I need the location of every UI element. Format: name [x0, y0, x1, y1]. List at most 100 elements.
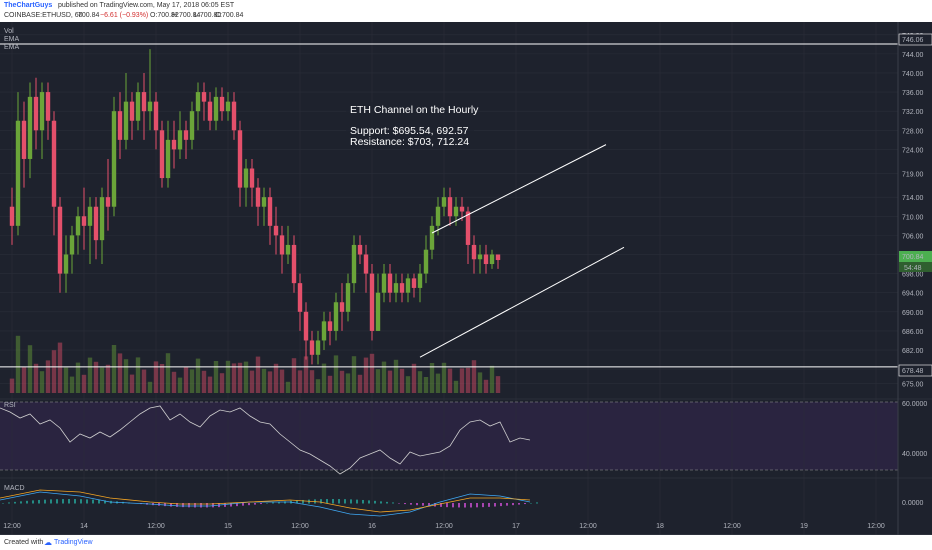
candle-body	[375, 292, 381, 331]
candle-body	[387, 273, 393, 293]
candle-body	[309, 340, 315, 355]
time-tick: 12:00	[723, 523, 741, 530]
candle-body	[135, 92, 141, 121]
volume-bar	[267, 371, 273, 393]
price-tick: 682.00	[902, 348, 924, 355]
volume-bar	[345, 373, 351, 393]
candle-body	[441, 197, 447, 207]
price-tick: 732.00	[902, 109, 924, 116]
macd-bar	[176, 503, 178, 507]
price-tick: 675.00	[902, 381, 924, 388]
author-name[interactable]: TheChartGuys	[4, 2, 53, 9]
macd-bar	[416, 503, 418, 506]
volume-bar	[303, 356, 309, 393]
candle-body	[237, 130, 243, 188]
candle-body	[177, 130, 183, 150]
volume-bar	[423, 377, 429, 393]
tradingview-brand[interactable]: TradingView	[54, 539, 93, 546]
support-price-label: 678.48	[902, 368, 924, 375]
macd-bar	[410, 503, 412, 505]
volume-bar	[249, 370, 255, 393]
macd-bar	[512, 503, 514, 506]
price-tick: 690.00	[902, 310, 924, 317]
time-tick: 18	[656, 523, 664, 530]
macd-bar	[230, 503, 232, 507]
candle-body	[489, 254, 495, 265]
ema2-indicator-label[interactable]: EMA	[4, 44, 20, 51]
price-tick: 714.00	[902, 195, 924, 202]
candle-body	[447, 197, 453, 217]
macd-bar	[344, 499, 346, 504]
change-label: −6.61 (−0.93%)	[100, 12, 149, 19]
volume-bar	[63, 367, 69, 393]
volume-bar	[471, 360, 477, 393]
candle-body	[495, 254, 501, 261]
macd-bar	[194, 503, 196, 508]
last-price-header: 700.84	[78, 12, 100, 19]
resistance-price-label: 746.06	[902, 37, 924, 44]
channel-upper-line[interactable]	[431, 144, 607, 234]
macd-bar	[260, 503, 262, 505]
macd-bar	[284, 501, 286, 504]
candle-body	[231, 101, 237, 131]
volume-bar	[399, 368, 405, 393]
candle-body	[69, 235, 75, 255]
vol-indicator-label[interactable]: Vol	[4, 28, 14, 35]
macd-bar	[98, 499, 100, 504]
candle-body	[99, 197, 105, 241]
rsi-line	[0, 405, 531, 475]
channel-lines	[419, 144, 625, 358]
price-tick: 706.00	[902, 233, 924, 240]
macd-bar	[212, 503, 214, 508]
macd-bar	[488, 503, 490, 507]
macd-bar	[56, 499, 58, 504]
candle-body	[429, 225, 435, 250]
annotation-support: Support: $695.54, 692.57	[350, 125, 469, 137]
macd-indicator-label[interactable]: MACD	[4, 485, 25, 492]
channel-lower-line[interactable]	[419, 246, 625, 358]
candle-body	[45, 92, 51, 121]
macd-bar	[50, 499, 52, 504]
macd-bar	[8, 502, 10, 504]
macd-bar	[62, 499, 64, 504]
macd-bar	[428, 503, 430, 507]
volume-bar	[69, 376, 75, 393]
candle-body	[57, 206, 63, 274]
macd-bar	[104, 500, 106, 504]
macd-bar	[482, 503, 484, 508]
candle-body	[459, 206, 465, 212]
volume-bar	[375, 369, 381, 393]
volume-bar	[459, 368, 465, 393]
volume-bar	[45, 360, 51, 393]
candle-body	[261, 197, 267, 207]
macd-bar	[266, 502, 268, 504]
candle-body	[159, 130, 165, 179]
volume-bar	[195, 358, 201, 393]
macd-bar	[320, 499, 322, 504]
candle-body	[399, 283, 405, 293]
volume-bar	[411, 363, 417, 393]
candle-body	[33, 96, 39, 131]
signal-line	[0, 489, 531, 513]
time-tick: 12:00	[147, 523, 165, 530]
rsi-indicator-label[interactable]: RSI	[4, 402, 16, 409]
macd-bar	[494, 503, 496, 507]
time-tick: 19	[800, 523, 808, 530]
time-tick: 16	[368, 523, 376, 530]
volume-bar	[129, 374, 135, 393]
candle-body	[405, 278, 411, 293]
macd-bar	[74, 499, 76, 504]
volume-bar	[141, 369, 147, 393]
volume-bar	[165, 353, 171, 393]
candle-body	[27, 96, 33, 159]
candle-body	[435, 206, 441, 226]
countdown-label: 54:48	[904, 265, 922, 272]
volume-bar	[231, 363, 237, 393]
volume-bar	[93, 361, 99, 393]
candle-body	[9, 206, 15, 226]
price-chart[interactable]: 748.00744.00740.00736.00732.00728.00724.…	[0, 22, 932, 535]
rsi-tick-40: 40.0000	[902, 451, 927, 458]
ema1-indicator-label[interactable]: EMA	[4, 36, 20, 43]
volume-bar	[309, 370, 315, 393]
tradingview-logo-icon: ☁	[44, 538, 52, 547]
